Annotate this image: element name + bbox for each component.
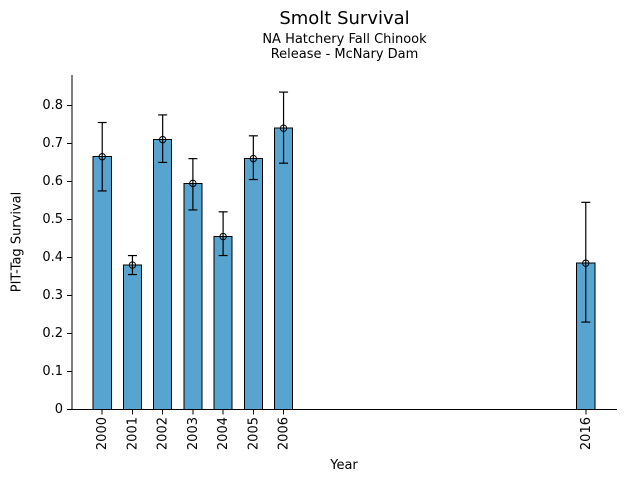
chart-title: Smolt Survival — [279, 8, 410, 29]
x-tick-label-2016: 2016 — [579, 417, 594, 450]
y-tick-label-0.3: 0.3 — [42, 288, 63, 303]
y-tick-label-0.2: 0.2 — [42, 326, 63, 341]
marker-2002 — [158, 135, 167, 144]
bar-2006 — [274, 127, 294, 410]
y-tick-label-0.4: 0.4 — [42, 250, 63, 265]
bar-2005 — [243, 158, 263, 410]
x-tick-label-2000: 2000 — [95, 417, 110, 450]
x-tick-label-2002: 2002 — [156, 417, 171, 450]
chart-subtitle-line2: Release - McNary Dam — [270, 46, 419, 62]
y-tick-label-0.1: 0.1 — [42, 364, 63, 379]
bar-2001 — [122, 264, 143, 410]
x-tick-label-2004: 2004 — [216, 417, 231, 450]
y-tick-label-0: 0 — [55, 402, 63, 417]
chart-subtitle-line1: NA Hatchery Fall Chinook — [262, 31, 427, 47]
bar-2002 — [153, 139, 173, 410]
marker-2006 — [279, 124, 288, 132]
bar-2004 — [213, 236, 233, 410]
chart-header: Smolt Survival NA Hatchery Fall Chinook … — [72, 8, 617, 63]
marker-2005 — [249, 154, 258, 163]
x-tick-label-2005: 2005 — [246, 417, 261, 450]
bar-2000 — [92, 156, 112, 410]
x-tick-label-2003: 2003 — [186, 417, 201, 450]
bar-2003 — [183, 182, 203, 410]
y-tick-label-0.6: 0.6 — [42, 174, 63, 189]
y-tick-label-0.8: 0.8 — [42, 98, 63, 113]
y-tick-label-0.5: 0.5 — [42, 212, 63, 227]
marker-2001 — [128, 261, 137, 269]
marker-2004 — [219, 232, 227, 241]
marker-2003 — [189, 179, 197, 188]
marker-2016 — [582, 259, 590, 267]
x-axis-label: Year — [330, 458, 358, 473]
marker-2000 — [98, 153, 106, 161]
y-tick-label-0.7: 0.7 — [42, 136, 63, 151]
x-tick-label-2006: 2006 — [277, 417, 292, 450]
x-tick-label-2001: 2001 — [125, 417, 140, 450]
